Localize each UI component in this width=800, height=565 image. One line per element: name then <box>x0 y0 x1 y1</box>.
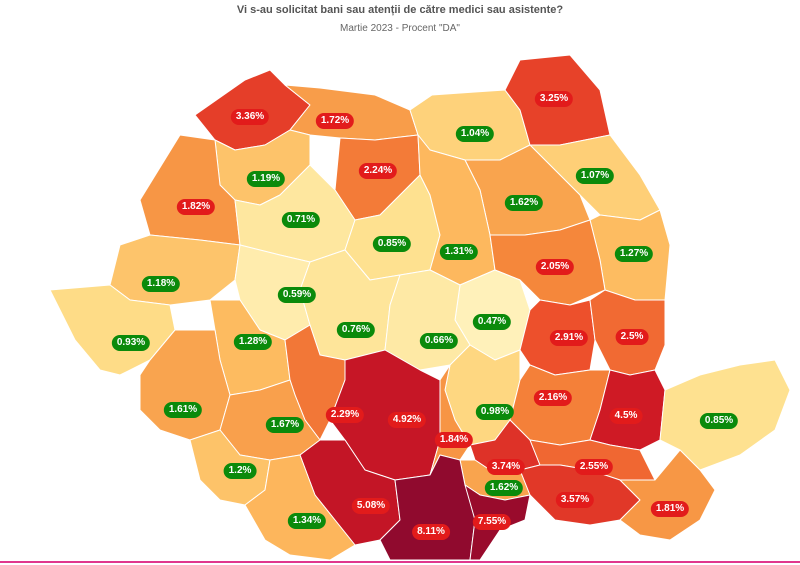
county-value-label: 8.11% <box>412 524 450 540</box>
county-value-label: 1.82% <box>176 199 216 215</box>
county-value-label: 1.61% <box>163 402 203 418</box>
county-value-label: 1.19% <box>246 171 286 187</box>
county-regions <box>49 54 791 561</box>
county-value-label: 1.27% <box>614 246 654 262</box>
county-value-label: 1.34% <box>287 513 327 529</box>
county-value-label: 1.07% <box>575 168 615 184</box>
county-value-label: 0.98% <box>475 404 515 420</box>
county-value-label: 1.28% <box>233 334 273 350</box>
county-value-label: 1.84% <box>434 432 474 448</box>
map-subtitle: Martie 2023 - Procent "DA" <box>340 23 460 34</box>
county-value-label: 3.57% <box>555 492 595 508</box>
county-value-label: 4.92% <box>387 412 427 428</box>
county-value-label: 0.47% <box>472 314 512 330</box>
county-value-label: 1.72% <box>315 113 355 129</box>
county-value-label: 2.91% <box>549 330 589 346</box>
bottom-divider <box>0 561 800 563</box>
county-value-label: 2.16% <box>533 390 573 406</box>
map-title: Vi s-au solicitat bani sau atenții de că… <box>236 4 564 16</box>
county-value-label: 1.81% <box>650 501 690 517</box>
county-value-label: 0.85% <box>699 413 739 429</box>
county-value-label: 1.67% <box>265 417 305 433</box>
county-value-label: 0.59% <box>277 287 317 303</box>
county-region[interactable] <box>619 449 716 541</box>
county-value-label: 1.62% <box>484 480 524 496</box>
county-value-label: 0.76% <box>336 322 376 338</box>
county-value-label: 2.29% <box>325 407 365 423</box>
county-value-label: 1.2% <box>223 463 257 479</box>
county-value-label: 3.25% <box>534 91 574 107</box>
county-value-label: 7.55% <box>472 514 512 530</box>
county-value-label: 2.55% <box>574 459 614 475</box>
county-value-label: 1.31% <box>439 244 479 260</box>
county-value-label: 0.93% <box>111 335 151 351</box>
county-value-label: 1.04% <box>455 126 495 142</box>
county-region[interactable] <box>244 454 356 561</box>
county-value-label: 0.85% <box>372 236 412 252</box>
county-value-label: 3.36% <box>230 109 270 125</box>
county-region[interactable] <box>284 84 419 141</box>
county-value-label: 1.62% <box>504 195 544 211</box>
county-value-label: 2.24% <box>358 163 398 179</box>
county-value-label: 5.08% <box>351 498 391 514</box>
county-region[interactable] <box>109 234 241 306</box>
county-value-label: 0.66% <box>419 333 459 349</box>
county-value-label: 2.05% <box>535 259 575 275</box>
county-value-label: 4.5% <box>609 408 643 424</box>
county-value-label: 3.74% <box>486 459 526 475</box>
county-value-label: 1.18% <box>141 276 181 292</box>
county-value-label: 0.71% <box>281 212 321 228</box>
county-value-label: 2.5% <box>615 329 649 345</box>
